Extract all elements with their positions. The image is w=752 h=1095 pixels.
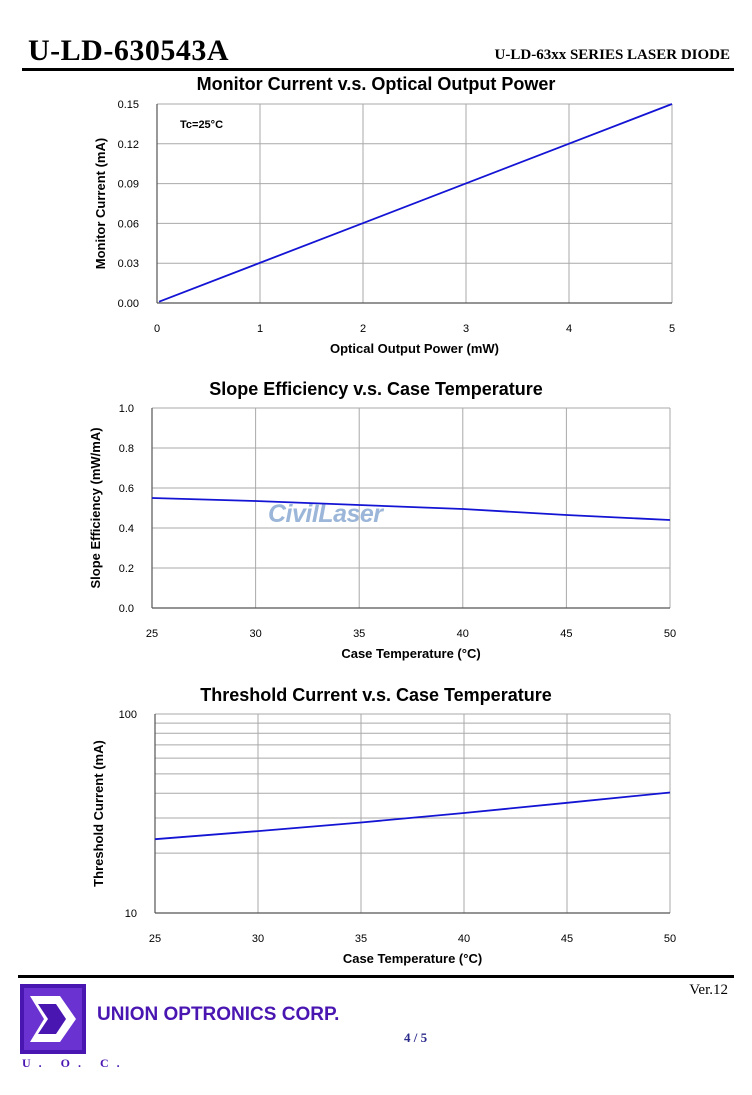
- y-tick-label: 0.09: [118, 179, 139, 191]
- x-tick-label: 40: [458, 933, 470, 945]
- y-tick-label: 0.03: [118, 258, 139, 270]
- x-tick-label: 30: [252, 933, 264, 945]
- x-tick-label: 35: [355, 933, 367, 945]
- company-name: UNION OPTRONICS CORP.: [97, 1004, 340, 1025]
- y-tick-label: 0.2: [119, 563, 134, 575]
- y-tick-label: 0.8: [119, 443, 134, 455]
- y-tick-label: 0.12: [118, 139, 139, 151]
- x-tick-label: 35: [353, 628, 365, 640]
- data-series-line: [154, 791, 671, 841]
- x-axis-title: Case Temperature (°C): [343, 951, 482, 966]
- plot-area: [155, 714, 670, 913]
- x-tick-label: 3: [463, 323, 469, 335]
- chart-3: [154, 713, 671, 914]
- page-number: 4 / 5: [404, 1030, 428, 1045]
- y-tick-label: 1.0: [119, 403, 134, 415]
- plot-area: [152, 408, 670, 608]
- x-axis-title: Case Temperature (°C): [341, 646, 480, 661]
- chart-2-title: Slope Efficiency v.s. Case Temperature: [209, 379, 543, 399]
- x-tick-label: 45: [560, 628, 572, 640]
- x-tick-label: 1: [257, 323, 263, 335]
- data-series-line: [151, 497, 671, 521]
- y-axis-title: Monitor Current (mA): [93, 138, 108, 269]
- y-tick-label: 0.0: [119, 603, 134, 615]
- y-tick-label: 0.06: [118, 218, 139, 230]
- y-tick-label: 10: [125, 908, 137, 920]
- y-axis-title: Threshold Current (mA): [91, 740, 106, 887]
- x-tick-label: 40: [457, 628, 469, 640]
- y-tick-label: 0.15: [118, 99, 139, 111]
- header-divider: [22, 68, 734, 71]
- y-tick-label: 100: [119, 709, 137, 721]
- footer-divider: [18, 975, 734, 978]
- model-number: U-LD-630543A: [28, 34, 229, 67]
- data-series-line: [158, 103, 673, 303]
- series-title: U-LD-63xx SERIES LASER DIODE: [494, 47, 730, 63]
- version-label: Ver.12: [689, 982, 728, 998]
- y-axis-title: Slope Efficiency (mW/mA): [88, 427, 103, 588]
- x-tick-label: 5: [669, 323, 675, 335]
- x-tick-label: 25: [149, 933, 161, 945]
- chart-2: [151, 407, 671, 609]
- x-tick-label: 2: [360, 323, 366, 335]
- x-tick-label: 50: [664, 933, 676, 945]
- y-tick-label: 0.4: [119, 523, 134, 535]
- x-tick-label: 50: [664, 628, 676, 640]
- x-tick-label: 30: [249, 628, 261, 640]
- x-tick-label: 45: [561, 933, 573, 945]
- chart-3-title: Threshold Current v.s. Case Temperature: [200, 685, 552, 705]
- watermark: CivilLaser: [268, 500, 383, 528]
- x-tick-label: 0: [154, 323, 160, 335]
- temperature-annotation: Tc=25°C: [180, 119, 223, 131]
- x-tick-label: 4: [566, 323, 572, 335]
- uoc-logo-icon: [20, 984, 86, 1054]
- logo-caption: U. O. C.: [22, 1056, 128, 1070]
- x-axis-title: Optical Output Power (mW): [330, 341, 499, 356]
- x-tick-label: 25: [146, 628, 158, 640]
- y-tick-label: 0.00: [118, 298, 139, 310]
- chart-1-title: Monitor Current v.s. Optical Output Powe…: [196, 74, 556, 94]
- y-tick-label: 0.6: [119, 483, 134, 495]
